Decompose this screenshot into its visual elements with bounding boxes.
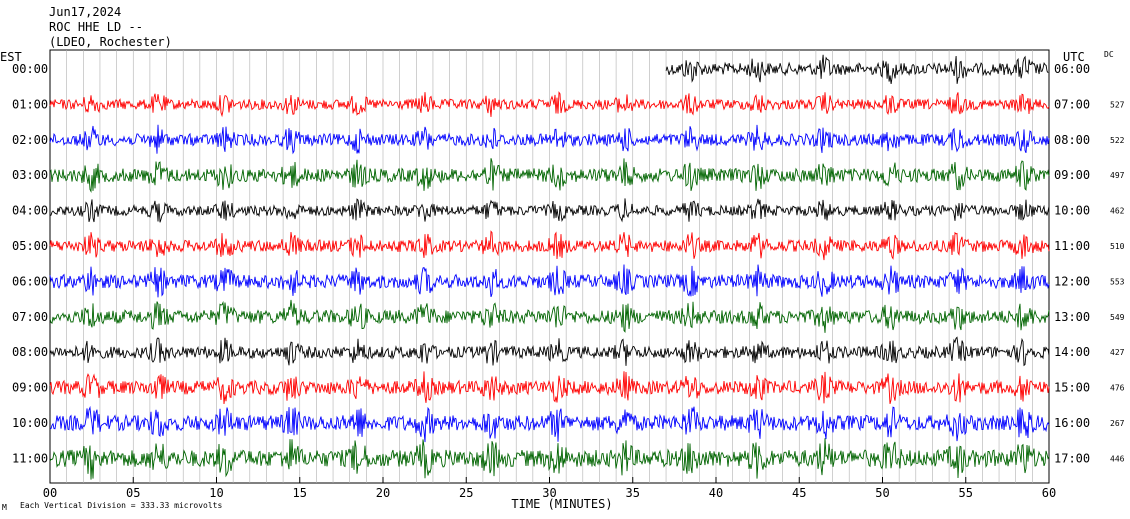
dc-value: 522 bbox=[1110, 136, 1125, 145]
est-label: 11:00 bbox=[12, 451, 48, 465]
x-tick-label: 35 bbox=[626, 486, 640, 500]
header-station: ROC HHE LD -- bbox=[49, 20, 143, 34]
dc-header: DC bbox=[1104, 50, 1114, 59]
est-label: 07:00 bbox=[12, 310, 48, 324]
utc-label: 17:00 bbox=[1054, 451, 1090, 465]
x-tick-label: 40 bbox=[709, 486, 723, 500]
right-axis-title: UTC bbox=[1063, 50, 1085, 64]
x-tick-label: 55 bbox=[959, 486, 973, 500]
dc-value: 553 bbox=[1110, 277, 1125, 286]
trace-row-0000 bbox=[665, 54, 1049, 84]
trace-row-0500 bbox=[49, 230, 1050, 261]
est-label: 05:00 bbox=[12, 239, 48, 253]
utc-label: 14:00 bbox=[1054, 345, 1090, 359]
est-label: 09:00 bbox=[12, 381, 48, 395]
trace-row-0600 bbox=[49, 264, 1050, 298]
utc-label: 08:00 bbox=[1054, 133, 1090, 147]
utc-label: 09:00 bbox=[1054, 168, 1090, 182]
trace-row-0700 bbox=[49, 299, 1050, 333]
utc-label: 13:00 bbox=[1054, 310, 1090, 324]
dc-value: 427 bbox=[1110, 348, 1125, 357]
trace-row-0400 bbox=[49, 198, 1050, 223]
dc-value: 549 bbox=[1110, 313, 1125, 322]
x-tick-label: 00 bbox=[43, 486, 57, 500]
x-tick-label: 20 bbox=[376, 486, 390, 500]
minute-grid bbox=[66, 50, 1033, 483]
dc-value: 446 bbox=[1110, 454, 1125, 463]
x-tick-label: 30 bbox=[542, 486, 556, 500]
utc-label: 16:00 bbox=[1054, 416, 1090, 430]
dc-value: 497 bbox=[1110, 171, 1125, 180]
est-label: 00:00 bbox=[12, 62, 48, 76]
corner-mark: M bbox=[2, 503, 7, 512]
trace-row-0100 bbox=[49, 91, 1050, 118]
x-axis-label: TIME (MINUTES) bbox=[511, 497, 612, 511]
est-label: 06:00 bbox=[12, 274, 48, 288]
est-label: 02:00 bbox=[12, 133, 48, 147]
dc-value: 527 bbox=[1110, 100, 1125, 109]
utc-label: 06:00 bbox=[1054, 62, 1090, 76]
trace-row-0300 bbox=[49, 158, 1050, 194]
utc-label: 12:00 bbox=[1054, 274, 1090, 288]
x-tick-label: 05 bbox=[126, 486, 140, 500]
est-label: 08:00 bbox=[12, 345, 48, 359]
header-network: (LDEO, Rochester) bbox=[49, 35, 172, 49]
header-date: Jun17,2024 bbox=[49, 5, 121, 19]
est-label: 04:00 bbox=[12, 204, 48, 218]
trace-group bbox=[49, 54, 1050, 480]
est-label: 10:00 bbox=[12, 416, 48, 430]
utc-label: 07:00 bbox=[1054, 97, 1090, 111]
dc-value: 462 bbox=[1110, 207, 1125, 216]
est-label: 03:00 bbox=[12, 168, 48, 182]
trace-row-1000 bbox=[49, 405, 1050, 443]
est-label: 01:00 bbox=[12, 97, 48, 111]
x-tick-label: 15 bbox=[293, 486, 307, 500]
row-labels: 00:00 06:00 01:00 07:00 527 02:00 08:00 522 03:0… bbox=[12, 62, 1125, 465]
scale-note: Each Vertical Division = 333.33 microvol… bbox=[20, 501, 222, 510]
left-axis-title: EST bbox=[0, 50, 22, 64]
x-tick-label: 10 bbox=[209, 486, 223, 500]
dc-value: 476 bbox=[1110, 384, 1125, 393]
trace-row-1100 bbox=[49, 438, 1050, 480]
utc-label: 10:00 bbox=[1054, 204, 1090, 218]
utc-label: 11:00 bbox=[1054, 239, 1090, 253]
x-tick-label: 50 bbox=[875, 486, 889, 500]
dc-value: 267 bbox=[1110, 419, 1125, 428]
x-tick-label: 60 bbox=[1042, 486, 1056, 500]
x-axis-ticks: 00 05 10 15 20 25 30 35 40 45 50 55 60 bbox=[43, 477, 1056, 500]
trace-row-0800 bbox=[49, 336, 1050, 367]
dc-value: 510 bbox=[1110, 242, 1125, 251]
x-tick-label: 25 bbox=[459, 486, 473, 500]
trace-row-0200 bbox=[49, 124, 1050, 155]
utc-label: 15:00 bbox=[1054, 381, 1090, 395]
trace-row-0900 bbox=[49, 371, 1050, 405]
x-tick-label: 45 bbox=[792, 486, 806, 500]
